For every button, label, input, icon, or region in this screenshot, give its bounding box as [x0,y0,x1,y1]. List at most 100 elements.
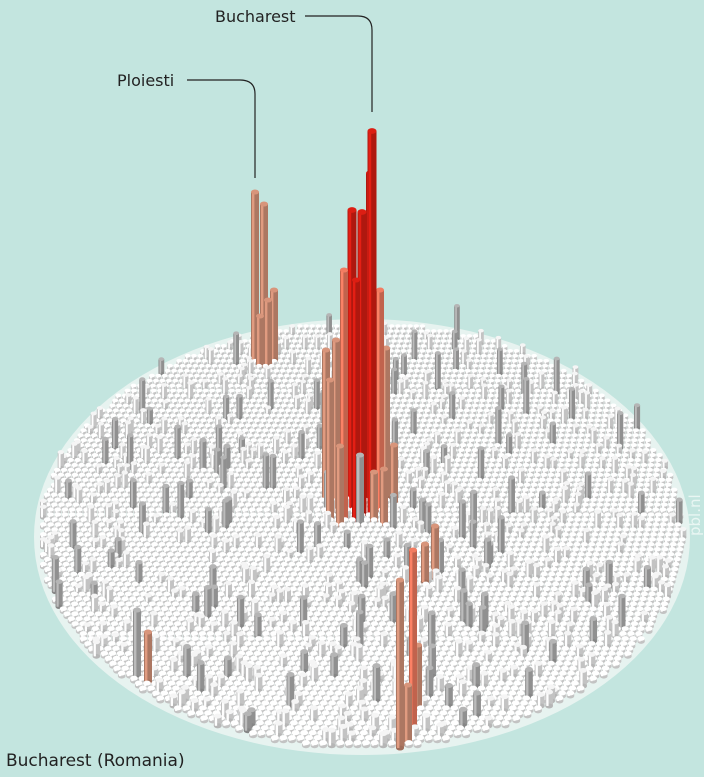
bar [146,406,153,426]
bar [222,376,229,396]
bar [204,584,212,619]
bar [390,492,397,530]
bar [438,491,446,510]
bar [281,449,289,465]
bar [469,519,477,550]
bar [343,529,351,550]
bar [571,580,579,600]
bar [449,391,456,421]
bar [111,416,119,451]
bar [506,571,514,590]
bar [380,466,388,527]
bar [221,609,229,629]
bar [315,324,322,331]
bar [370,469,378,525]
bar [434,351,441,391]
bar [589,616,598,644]
bar [186,478,193,500]
bar [611,455,619,475]
bar [584,390,591,411]
bar [361,560,369,590]
bar [156,435,163,456]
bar [487,412,494,426]
bar [434,431,441,446]
bar [506,433,513,456]
bar [538,370,545,391]
bar [187,380,194,401]
bar [184,525,192,545]
bar [383,537,391,560]
bar [540,601,548,619]
bar [465,358,472,371]
bar [514,432,521,451]
bar [254,532,262,550]
bar [140,408,147,426]
bar [603,435,610,451]
bar [637,636,645,644]
bar [453,347,459,371]
bar [600,586,609,605]
bar [515,498,523,515]
bar [389,591,397,624]
bar [411,329,418,361]
bar [96,406,103,421]
bar [405,469,412,485]
bar [121,470,128,490]
bar [302,334,308,351]
bar [283,504,291,525]
bar [298,429,305,460]
bar [530,506,538,525]
bar [177,480,185,520]
bar [454,428,461,446]
bar [594,509,601,530]
bar [314,334,321,351]
bar [568,387,576,421]
bar [547,619,556,639]
bar [300,379,307,396]
bar [142,521,150,540]
bar [542,534,550,555]
bar [505,388,512,406]
bar [254,612,262,639]
bar [551,390,558,406]
bar [122,550,130,570]
bar [479,605,487,634]
bar [356,452,364,528]
bar [675,497,683,525]
bar [430,455,437,475]
bar [465,601,473,629]
bar [578,389,585,406]
bar [553,546,561,565]
bar [444,480,451,495]
bar [106,585,114,605]
bar [399,504,407,525]
bar [523,376,530,416]
bar [340,622,348,649]
bar [508,618,516,639]
bar [430,401,437,416]
bar [247,579,256,600]
bar [176,528,184,545]
bar [40,504,47,520]
bar [65,478,72,500]
bar [290,349,296,366]
bar [458,396,465,411]
bar [422,380,429,401]
bar [181,421,188,436]
bar [107,548,115,570]
bar [508,475,515,515]
bar [189,508,196,525]
bar [257,442,264,460]
bar [599,456,606,470]
bar [305,356,312,376]
bar [428,610,436,649]
bar [91,519,99,540]
bar [649,476,657,495]
bar [530,448,538,465]
bar [518,467,525,485]
bar [313,378,320,411]
bar [415,614,424,634]
bar [326,377,334,523]
bar [74,544,82,575]
